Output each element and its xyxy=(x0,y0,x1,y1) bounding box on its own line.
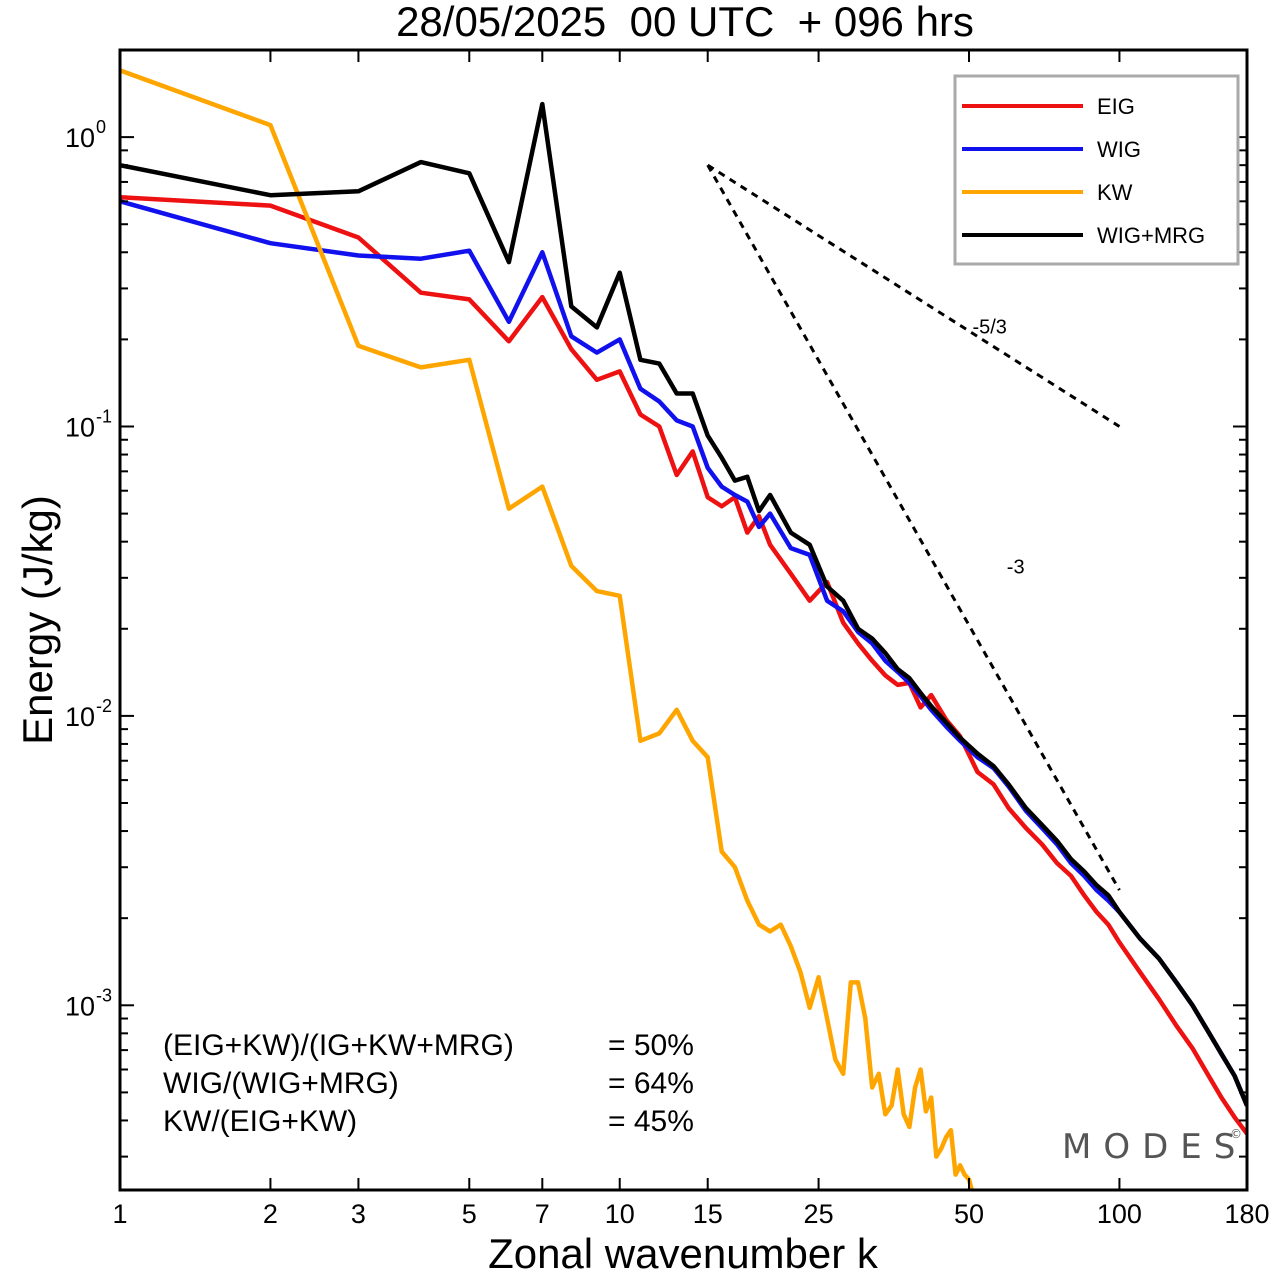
x-tick-label: 100 xyxy=(1097,1199,1142,1229)
x-axis-label: Zonal wavenumber k xyxy=(488,1230,879,1277)
legend: EIG WIG KW WIG+MRG xyxy=(953,74,1240,266)
y-tick-exponent: 0 xyxy=(96,117,106,137)
y-tick-label: 10 xyxy=(65,123,95,153)
y-tick-label: 10 xyxy=(65,991,95,1021)
series-line-eig xyxy=(120,194,1247,1136)
annotation-right-2: = 45% xyxy=(608,1105,694,1138)
ratio-annotations: (EIG+KW)/(IG+KW+MRG) = 50% WIG/(WIG+MRG)… xyxy=(163,1029,694,1138)
annotation-left-0: (EIG+KW)/(IG+KW+MRG) xyxy=(163,1029,514,1062)
legend-label: WIG xyxy=(1097,137,1141,162)
legend-label: WIG+MRG xyxy=(1097,223,1205,248)
series-line-wig-mrg xyxy=(120,101,1247,1107)
slope-line-0 xyxy=(706,163,1121,428)
plot-data xyxy=(120,68,1247,1190)
x-tick-label: 10 xyxy=(605,1199,635,1229)
legend-label: KW xyxy=(1097,180,1133,205)
series-line-wig xyxy=(120,199,1247,1107)
modes-watermark: MODES xyxy=(1062,1127,1247,1167)
annotation-right-1: = 64% xyxy=(608,1067,694,1100)
x-tick-label: 50 xyxy=(954,1199,984,1229)
x-tick-label: 2 xyxy=(263,1199,278,1229)
annotation-left-1: WIG/(WIG+MRG) xyxy=(163,1067,399,1100)
legend-label: EIG xyxy=(1097,94,1135,119)
x-tick-label: 180 xyxy=(1224,1199,1269,1229)
slope-label-0: -5/3 xyxy=(972,316,1006,338)
annotation-left-2: KW/(EIG+KW) xyxy=(163,1105,357,1138)
x-axis-ticks: 1 2 3 5 7 10 15 25 50 100 180 xyxy=(112,50,1270,1229)
y-axis-label: Energy (J/kg) xyxy=(14,495,61,745)
x-tick-label: 3 xyxy=(351,1199,366,1229)
annotation-right-0: = 50% xyxy=(608,1029,694,1062)
y-tick-exponent: -3 xyxy=(96,985,112,1005)
series-line-kw xyxy=(120,68,975,1190)
x-tick-label: 7 xyxy=(535,1199,550,1229)
y-tick-exponent: -1 xyxy=(96,407,112,427)
y-tick-exponent: -2 xyxy=(96,696,112,716)
copyright-mark: © xyxy=(1230,1127,1242,1141)
plot-frame xyxy=(118,48,1249,1192)
x-tick-label: 25 xyxy=(804,1199,834,1229)
x-tick-label: 1 xyxy=(112,1199,127,1229)
y-tick-label: 10 xyxy=(65,702,95,732)
x-tick-label: 5 xyxy=(462,1199,477,1229)
chart-title: 28/05/2025 00 UTC + 096 hrs xyxy=(396,0,974,45)
slope-line-1 xyxy=(706,164,1121,891)
y-tick-label: 10 xyxy=(65,413,95,443)
reference-lines: -5/3 -3 xyxy=(706,163,1121,891)
x-tick-label: 15 xyxy=(693,1199,723,1229)
slope-label-1: -3 xyxy=(1007,557,1025,579)
